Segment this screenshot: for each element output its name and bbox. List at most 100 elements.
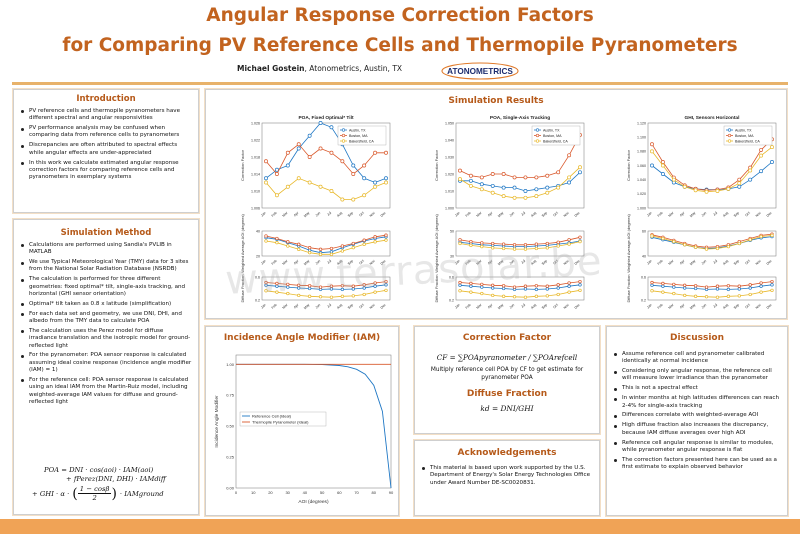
chart-2-diffuse-data-point [458, 280, 462, 285]
chart-3-cf-data-point [737, 184, 742, 189]
chart-2-cf-x-tick: Dec [574, 211, 581, 218]
chart-3-cf-x-tick: Feb [657, 211, 664, 218]
chart-2-cf-data-point [523, 175, 528, 180]
chart-2-cf-x-tick: Aug [530, 211, 537, 218]
chart-1-diffuse-x-tick: Dec [380, 303, 387, 310]
chart-2-aoi-data-point [534, 242, 539, 246]
chart-3-diffuse-data-point [704, 285, 709, 289]
chart-1-legend-marker [341, 128, 346, 132]
chart-1-aoi-data-point [373, 240, 377, 244]
list-item: The correction factors presented here ca… [614, 457, 781, 472]
chart-1-diffuse-x-tick: Apr [293, 302, 300, 309]
chart-3-cf-data-point [660, 163, 665, 168]
chart-2-cf-data-point [468, 178, 473, 183]
chart-1-cf-data-point [329, 150, 334, 155]
chart-1-aoi-data-point [329, 252, 334, 256]
title-divider [12, 82, 788, 85]
iam-heading: Incidence Angle Modifier (IAM) [223, 333, 381, 343]
chart-3-diffuse-data-point [650, 283, 654, 287]
chart-3-aoi-data-point [683, 243, 687, 247]
chart-2-diffuse-x-tick: Dec [574, 303, 581, 310]
iam-x-tick: 50 [320, 490, 325, 495]
list-item: PV reference cells and thermopile pyrano… [21, 108, 192, 123]
chart-1-cf-data-point [285, 184, 290, 189]
chart-1-diffuse-y-tick: 0.6 [255, 275, 260, 279]
chart-1-cf-x-tick: Mar [282, 210, 290, 218]
chart-1-diffuse-data-point [307, 284, 312, 288]
chart-3-diffuse-x-tick: Apr [679, 302, 686, 309]
chart-3-cf-data-point [671, 177, 676, 182]
iam-x-tick: 0 [235, 490, 238, 495]
acknowledgements-list: This material is based upon work support… [415, 459, 599, 487]
chart-1-aoi-data-point [384, 238, 388, 242]
chart-1-cf-y-tick: 1.022 [251, 138, 260, 142]
list-item: The calculation is performed for three d… [21, 276, 192, 298]
chart-2-aoi-data-point [458, 241, 462, 246]
chart-2-cf-data-point [523, 195, 528, 200]
chart-3-cf-data-point [650, 142, 654, 147]
simulation-method-heading: Simulation Method [60, 228, 152, 238]
chart-2-diffuse-y-tick: 0.6 [449, 275, 454, 279]
chart-2-cf-y-tick: 1.000 [445, 206, 454, 210]
chart-3-cf-y-tick: 1.060 [637, 164, 646, 168]
iam-x-label: AOI (degrees) [298, 499, 329, 505]
chart-3-diffuse-data-point [737, 294, 741, 298]
chart-3-aoi-x-tick: Aug [722, 259, 729, 266]
chart-1-cf-data-point [274, 172, 279, 176]
chart-2-diffuse-x-tick: Feb [465, 303, 472, 310]
iam-x-tick: 90 [389, 490, 394, 495]
chart-3-aoi-data-point [704, 247, 709, 251]
chart-2-aoi-data-point [523, 247, 528, 251]
chart-2-cf-data-point [512, 185, 517, 190]
diffuse-fraction-equation: kd = DNI/GHI [480, 404, 534, 414]
chart-1-aoi-x-tick: Jan [260, 259, 267, 266]
chart-1-diffuse-data-point [297, 283, 301, 287]
chart-2-aoi-x-tick: Apr [487, 258, 494, 265]
chart-1-aoi-x-tick: Sep [347, 259, 354, 266]
list-item: Assume reference cell and pyranometer ca… [614, 351, 781, 366]
chart-1-aoi-data-point [329, 246, 334, 251]
chart-1-aoi-y-tick: 20 [256, 254, 260, 258]
chart-3-diffuse-data-point [737, 284, 741, 288]
chart-3-diffuse-data-point [759, 284, 763, 288]
chart-3-diffuse-x-tick: May [689, 303, 697, 311]
chart-3-diffuse-data-point [672, 291, 676, 296]
chart-1-cf-data-point [384, 180, 388, 185]
iam-y-tick: 0.50 [226, 424, 235, 429]
chart-3-cf-x-tick: Nov [755, 211, 762, 218]
chart-1-aoi-series-line-1 [265, 236, 387, 254]
chart-3-aoi-x-tick: Jan [646, 259, 653, 266]
chart-2-aoi-data-point [578, 235, 582, 239]
chart-2-aoi-data-point [512, 247, 517, 251]
chart-2-aoi-series-line-3 [459, 241, 581, 250]
chart-2-diffuse-data-point [480, 291, 484, 296]
iam-y-tick: 0.75 [226, 393, 235, 398]
chart-3-cf-data-point [704, 189, 709, 194]
chart-2-legend-marker [535, 133, 540, 138]
chart-1-cf-data-point [318, 121, 323, 125]
chart-2-aoi-data-point [512, 243, 517, 247]
chart-1-aoi-data-point [264, 234, 268, 238]
chart-2-aoi-data-point [491, 246, 495, 250]
iam-x-tick: 60 [337, 490, 342, 495]
chart-2-diffuse-data-point [545, 287, 549, 291]
simulation-results-panel: Simulation Results POA, Fixed Optimal* T… [205, 89, 787, 319]
chart-1-cf-data-point [351, 172, 356, 176]
chart-2-cf-x-tick: Mar [476, 210, 484, 218]
chart-1-aoi-x-tick: Feb [271, 259, 278, 266]
chart-3-legend-marker [727, 128, 732, 132]
chart-1-cf-x-tick: Oct [358, 211, 365, 218]
chart-2-legend-label: Bakersfield, CA [543, 139, 568, 143]
chart-2-diffuse-data-point [578, 283, 582, 287]
chart-3-diffuse-data-point [683, 293, 687, 298]
chart-1-aoi-x-tick: Dec [380, 259, 387, 266]
chart-2-diffuse-series-line-2 [459, 281, 581, 288]
chart-2-aoi-x-tick: Jan [454, 259, 461, 266]
chart-3-aoi-data-point [748, 238, 752, 242]
chart-2-aoi-series-line-2 [459, 236, 581, 246]
chart-2-cf-data-point [567, 180, 572, 185]
chart-1-diffuse-x-tick: Mar [282, 302, 290, 310]
chart-1-diffuse-data-point [362, 283, 366, 287]
simulation-results-heading: Simulation Results [448, 96, 544, 106]
list-item: Considering only angular response, the r… [614, 368, 781, 383]
